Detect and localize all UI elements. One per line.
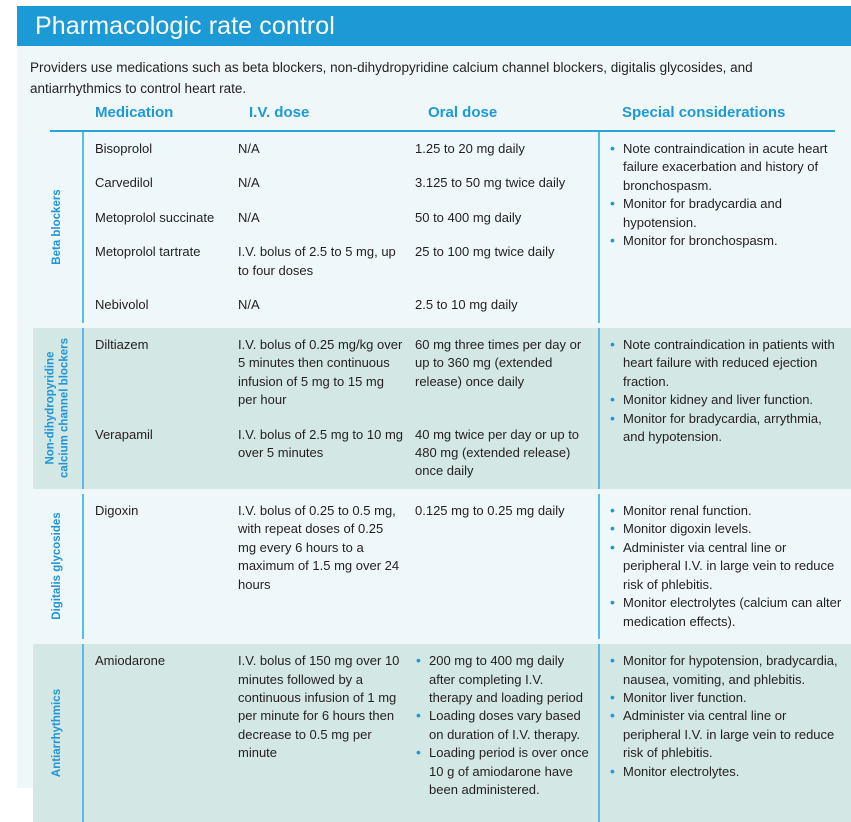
oral-dose-bullet: Loading period is over once 10 g of amio… bbox=[415, 743, 589, 799]
cell-oral-dose: 40 mg twice per day or up to 480 mg (ext… bbox=[415, 426, 580, 479]
section-category-cell: Non-dihydropyridine calcium channel bloc… bbox=[33, 327, 84, 489]
table-section: Digitalis glycosides Digoxin I.V. bolus of… bbox=[33, 493, 851, 640]
cell-medication: Amiodarone bbox=[95, 653, 166, 669]
table-section: Antiarrhythmics Amiodarone I.V. bolus of 1… bbox=[33, 644, 851, 822]
special-consideration-bullet: Administer via central line or periphera… bbox=[609, 706, 845, 762]
cell-medication: Verapamil bbox=[95, 426, 153, 442]
special-consideration-bullet: Monitor kidney and liver function. bbox=[609, 390, 845, 410]
table-header-row: Medication I.V. dose Oral dose Special c… bbox=[17, 104, 851, 130]
table-row: Amiodarone I.V. bolus of 150 mg over 10 m… bbox=[84, 644, 598, 808]
special-consideration-bullet: Monitor for bronchospasm. bbox=[609, 231, 845, 251]
section-category-cell: Antiarrhythmics bbox=[33, 644, 84, 822]
column-header-special-considerations: Special considerations bbox=[622, 104, 786, 121]
cell-iv-dose: I.V. bolus of 0.25 to 0.5 mg, with repea… bbox=[238, 502, 400, 592]
cell-medication: Digoxin bbox=[95, 502, 139, 518]
special-consideration-bullet: Monitor liver function. bbox=[609, 688, 845, 708]
cell-medication: Carvedilol bbox=[95, 175, 153, 191]
cell-iv-dose: N/A bbox=[238, 175, 260, 191]
cell-oral-dose: 0.125 mg to 0.25 mg daily bbox=[415, 502, 565, 518]
table-row: Verapamil I.V. bolus of 2.5 mg to 10 mg o… bbox=[84, 418, 598, 489]
card-body: Providers use medications such as beta b… bbox=[17, 46, 851, 822]
special-consideration-bullet: Monitor for bradycardia, arrythmia, and … bbox=[609, 409, 845, 447]
cell-oral-dose: 200 mg to 400 mg daily after completing … bbox=[413, 644, 598, 808]
cell-medication: Nebivolol bbox=[95, 297, 149, 313]
card-title-bar: Pharmacologic rate control bbox=[17, 6, 851, 46]
special-considerations-list: Note contraindication in patients with h… bbox=[609, 335, 845, 447]
cell-medication: Metoprolol tartrate bbox=[95, 244, 201, 260]
table-row: Metoprolol succinate N/A 50 to 400 mg dail… bbox=[84, 201, 598, 235]
special-considerations-list: Monitor for hypotension, bradycardia, na… bbox=[609, 651, 845, 782]
section-category-label: Antiarrhythmics bbox=[50, 688, 63, 778]
oral-dose-bullet: 200 mg to 400 mg daily after completing … bbox=[415, 651, 589, 707]
cell-special-considerations: Note contraindication in acute heart fai… bbox=[598, 132, 851, 323]
cell-iv-dose: I.V. bolus of 0.25 mg/kg over 5 minutes … bbox=[238, 336, 403, 408]
page-title: Pharmacologic rate control bbox=[35, 11, 335, 40]
header-divider-rule bbox=[50, 130, 835, 132]
special-consideration-bullet: Monitor electrolytes. bbox=[609, 762, 845, 782]
special-consideration-bullet: Monitor for hypotension, bradycardia, na… bbox=[609, 651, 845, 689]
special-consideration-bullet: Monitor for bradycardia and hypotension. bbox=[609, 194, 845, 232]
table-section: Non-dihydropyridine calcium channel bloc… bbox=[33, 327, 851, 489]
cell-oral-dose: 25 to 100 mg twice daily bbox=[415, 244, 555, 260]
special-considerations-list: Monitor renal function.Monitor digoxin l… bbox=[609, 501, 845, 631]
special-consideration-bullet: Monitor renal function. bbox=[609, 501, 845, 521]
cell-medication: Diltiazem bbox=[95, 336, 149, 352]
section-rows: Amiodarone I.V. bolus of 150 mg over 10 m… bbox=[84, 644, 598, 822]
section-category-cell: Beta blockers bbox=[33, 132, 84, 323]
section-category-label: Beta blockers bbox=[50, 189, 63, 266]
section-rows: Bisoprolol N/A 1.25 to 20 mg daily Carvedil… bbox=[84, 132, 598, 323]
table-row: Carvedilol N/A 3.125 to 50 mg twice daily bbox=[84, 166, 598, 200]
column-header-oral-dose: Oral dose bbox=[428, 104, 498, 121]
special-consideration-bullet: Monitor digoxin levels. bbox=[609, 519, 845, 539]
cell-oral-dose: 3.125 to 50 mg twice daily bbox=[415, 175, 566, 191]
oral-dose-bullet: Loading doses vary based on duration of … bbox=[415, 706, 589, 744]
cell-oral-dose: 1.25 to 20 mg daily bbox=[415, 141, 525, 156]
oral-dose-bullet-list: 200 mg to 400 mg daily after completing … bbox=[415, 651, 589, 800]
section-category-label: Non-dihydropyridine calcium channel bloc… bbox=[43, 338, 70, 479]
cell-special-considerations: Note contraindication in patients with h… bbox=[598, 327, 851, 489]
cell-oral-dose: 50 to 400 mg daily bbox=[415, 209, 522, 225]
cell-iv-dose: N/A bbox=[238, 209, 260, 225]
cell-medication: Bisoprolol bbox=[95, 141, 153, 156]
cell-iv-dose: I.V. bolus of 2.5 to 5 mg, up to four do… bbox=[238, 244, 396, 278]
cell-oral-dose: 60 mg three times per day or up to 360 m… bbox=[415, 336, 582, 389]
table-section: Beta blockers Bisoprolol N/A 1.25 to 20 mg … bbox=[33, 132, 851, 323]
cell-medication: Metoprolol succinate bbox=[95, 209, 215, 225]
cell-iv-dose: I.V. bolus of 150 mg over 10 minutes fol… bbox=[238, 653, 400, 761]
section-rows: Digoxin I.V. bolus of 0.25 to 0.5 mg, wit… bbox=[84, 494, 598, 639]
table-row: Diltiazem I.V. bolus of 0.25 mg/kg over 5… bbox=[84, 328, 598, 418]
special-consideration-bullet: Note contraindication in acute heart fai… bbox=[609, 139, 845, 195]
column-header-iv-dose: I.V. dose bbox=[249, 104, 310, 121]
cell-iv-dose: N/A bbox=[238, 141, 260, 156]
table-row: Metoprolol tartrate I.V. bolus of 2.5 to … bbox=[84, 235, 598, 288]
pharmacologic-rate-control-card: Pharmacologic rate control Providers use… bbox=[0, 0, 851, 794]
section-rows: Diltiazem I.V. bolus of 0.25 mg/kg over 5… bbox=[84, 328, 598, 489]
special-consideration-bullet: Administer via central line or periphera… bbox=[609, 538, 845, 594]
intro-paragraph: Providers use medications such as beta b… bbox=[30, 60, 753, 96]
rate-control-table: Medication I.V. dose Oral dose Special c… bbox=[17, 104, 851, 822]
column-header-medication: Medication bbox=[95, 104, 174, 121]
column-header-category bbox=[33, 104, 84, 130]
cell-oral-dose: 2.5 to 10 mg daily bbox=[415, 297, 518, 313]
special-consideration-bullet: Monitor electrolytes (calcium can alter … bbox=[609, 593, 845, 631]
section-category-cell: Digitalis glycosides bbox=[33, 493, 84, 640]
table-sections: Beta blockers Bisoprolol N/A 1.25 to 20 mg … bbox=[17, 132, 851, 822]
cell-special-considerations: Monitor renal function.Monitor digoxin l… bbox=[598, 493, 851, 640]
cell-special-considerations: Monitor for hypotension, bradycardia, na… bbox=[598, 644, 851, 822]
special-consideration-bullet: Note contraindication in patients with h… bbox=[609, 335, 845, 391]
cell-iv-dose: N/A bbox=[238, 297, 260, 313]
table-row: Digoxin I.V. bolus of 0.25 to 0.5 mg, wit… bbox=[84, 494, 598, 602]
special-considerations-list: Note contraindication in acute heart fai… bbox=[609, 139, 845, 252]
section-category-label: Digitalis glycosides bbox=[50, 512, 63, 621]
table-row: Nebivolol N/A 2.5 to 10 mg daily bbox=[84, 288, 598, 322]
cell-iv-dose: I.V. bolus of 2.5 mg to 10 mg over 5 min… bbox=[238, 426, 404, 460]
table-row: Bisoprolol N/A 1.25 to 20 mg daily bbox=[84, 132, 598, 166]
